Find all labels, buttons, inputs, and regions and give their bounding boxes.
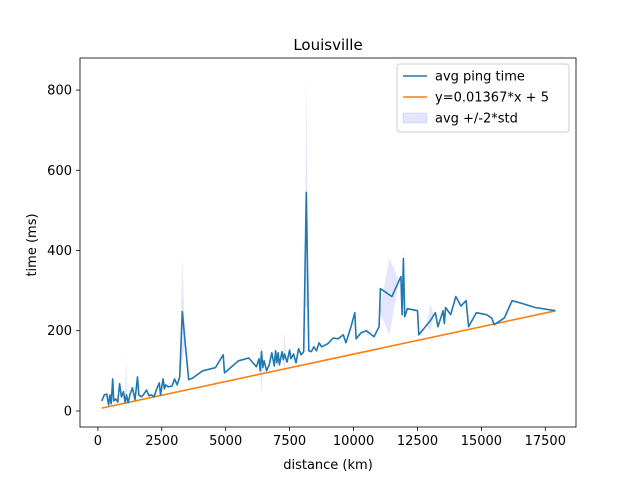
y-tick-label: 600 <box>47 164 72 179</box>
x-tick-label: 12500 <box>397 434 438 449</box>
x-tick-label: 10000 <box>333 434 374 449</box>
y-tick-label: 800 <box>47 84 72 99</box>
y-tick-label: 400 <box>47 244 72 259</box>
avg-ping-line <box>100 191 556 406</box>
plot-frame <box>79 57 577 428</box>
x-tick-label: 2500 <box>145 434 178 449</box>
legend-swatch-band <box>402 112 428 124</box>
std-band-spike-5 <box>379 258 400 335</box>
series-layer <box>100 191 556 409</box>
y-tick-label: 0 <box>64 405 72 420</box>
y-tick-label: 200 <box>47 324 72 339</box>
axes: 0 2500 5000 7500 10000 12500 15000 17500 0 200 400… <box>47 57 577 449</box>
chart-title: Louisville <box>293 36 362 54</box>
x-tick-label: 0 <box>94 434 102 449</box>
legend: avg ping time y=0.01367*x + 5 avg +/-2*std <box>396 63 570 133</box>
fit-line <box>101 310 556 409</box>
legend-label-avg: avg ping time <box>435 70 525 85</box>
legend-box <box>396 63 570 133</box>
x-tick-label: 7500 <box>273 434 306 449</box>
std-band-spike-3 <box>283 330 287 375</box>
x-axis-label: distance (km) <box>283 458 373 473</box>
y-axis-label: time (ms) <box>25 213 40 276</box>
legend-label-band: avg +/-2*std <box>435 112 518 127</box>
x-tick-label: 5000 <box>209 434 242 449</box>
legend-label-fit: y=0.01367*x + 5 <box>435 91 549 106</box>
x-tick-label: 15000 <box>461 434 502 449</box>
x-tick-label: 17500 <box>525 434 566 449</box>
